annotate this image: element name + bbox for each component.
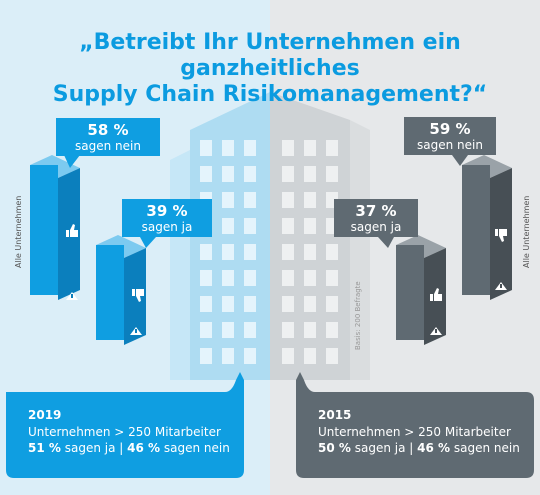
- value-label: 58 %: [87, 121, 129, 139]
- warning-icon: [130, 327, 142, 335]
- building-window: [200, 322, 212, 338]
- category-label: sagen nein: [75, 139, 141, 153]
- building-window: [222, 296, 234, 312]
- thumbs-up-icon: [430, 288, 442, 301]
- building-window: [304, 192, 316, 208]
- bar-2019-ja: [96, 235, 146, 345]
- warning-icon: [430, 327, 442, 335]
- building-window: [282, 166, 294, 182]
- building-window: [282, 296, 294, 312]
- category-label: sagen ja: [141, 220, 193, 234]
- building-window: [222, 140, 234, 156]
- title-line-1: „Betreibt Ihr Unternehmen ein ganzheitli…: [79, 30, 461, 81]
- building-window: [326, 140, 338, 156]
- title-line-2: Supply Chain Risikomanagement?“: [52, 82, 488, 107]
- building-window: [244, 166, 256, 182]
- thumbs-down-icon: [495, 229, 507, 242]
- axis-label-2015: Alle Unternehmen: [522, 195, 531, 268]
- subgroup-label: Unternehmen > 250 Mitarbeiter: [28, 425, 221, 439]
- building-window: [244, 322, 256, 338]
- year-label: 2019: [28, 408, 62, 422]
- building-window: [304, 348, 316, 364]
- bubble-2019-nein: 58 % sagen nein: [56, 118, 160, 156]
- category-label: sagen ja: [350, 220, 402, 234]
- panel-2015-shape: [296, 372, 534, 478]
- ja-value: 51 %: [28, 441, 61, 455]
- bubble-2015-ja: 37 % sagen ja: [334, 199, 418, 237]
- building-window: [200, 140, 212, 156]
- thumbs-up-icon: [66, 224, 78, 237]
- building-window: [304, 166, 316, 182]
- building-window: [326, 322, 338, 338]
- building-window: [304, 140, 316, 156]
- nein-label: sagen nein: [453, 441, 520, 455]
- value-label: 39 %: [146, 202, 188, 220]
- ja-value: 50 %: [318, 441, 351, 455]
- nein-value: 46 %: [127, 441, 161, 455]
- building-window: [326, 296, 338, 312]
- building-window: [304, 270, 316, 286]
- bubble-2015-nein: 59 % sagen nein: [404, 117, 496, 155]
- building-window: [222, 244, 234, 260]
- category-label: sagen nein: [417, 138, 483, 152]
- year-label: 2015: [318, 408, 352, 422]
- building-window: [200, 244, 212, 260]
- building-window: [222, 218, 234, 234]
- building-window: [326, 166, 338, 182]
- building-window: [222, 192, 234, 208]
- chart-title: „Betreibt Ihr Unternehmen ein ganzheitli…: [0, 30, 540, 108]
- thumbs-down-icon: [132, 289, 144, 302]
- building-window: [282, 192, 294, 208]
- ja-label: sagen ja: [64, 441, 116, 455]
- building-window: [326, 348, 338, 364]
- building-window: [304, 218, 316, 234]
- building-window: [200, 166, 212, 182]
- nein-value: 46 %: [417, 441, 451, 455]
- building-window: [244, 244, 256, 260]
- bar-2015-nein: [462, 155, 512, 300]
- building-window: [326, 244, 338, 260]
- value-label: 37 %: [355, 202, 397, 220]
- building-windows: [200, 140, 338, 364]
- building-window: [200, 296, 212, 312]
- building-window: [282, 218, 294, 234]
- building-window: [282, 244, 294, 260]
- building-window: [222, 322, 234, 338]
- panel-2019: 2019 Unternehmen > 250 Mitarbeiter 51 % …: [6, 392, 244, 478]
- building-window: [222, 270, 234, 286]
- building-window: [304, 244, 316, 260]
- building-window: [282, 322, 294, 338]
- subgroup-values: 50 % sagen ja | 46 % sagen nein: [318, 441, 520, 455]
- axis-label-2019: Alle Unternehmen: [14, 195, 23, 268]
- warning-icon: [495, 282, 507, 290]
- bubble-2019-ja: 39 % sagen ja: [122, 199, 212, 237]
- subgroup-values: 51 % sagen ja | 46 % sagen nein: [28, 441, 230, 455]
- building-window: [200, 348, 212, 364]
- building-window: [304, 322, 316, 338]
- building-window: [222, 166, 234, 182]
- warning-icon: [66, 292, 78, 300]
- building-window: [282, 348, 294, 364]
- building-window: [244, 140, 256, 156]
- building-window: [244, 192, 256, 208]
- building-window: [326, 270, 338, 286]
- panel-2015: 2015 Unternehmen > 250 Mitarbeiter 50 % …: [296, 392, 534, 478]
- building-window: [244, 270, 256, 286]
- value-label: 59 %: [429, 120, 471, 138]
- subgroup-label: Unternehmen > 250 Mitarbeiter: [318, 425, 511, 439]
- base-note: Basis: 200 Befragte: [354, 281, 362, 350]
- building-window: [244, 348, 256, 364]
- building-window: [304, 296, 316, 312]
- building-window: [282, 140, 294, 156]
- nein-label: sagen nein: [163, 441, 230, 455]
- building-window: [244, 296, 256, 312]
- building-window: [200, 270, 212, 286]
- building-window: [222, 348, 234, 364]
- ja-label: sagen ja: [354, 441, 406, 455]
- panel-2019-shape: [6, 372, 244, 478]
- building-window: [244, 218, 256, 234]
- building-window: [282, 270, 294, 286]
